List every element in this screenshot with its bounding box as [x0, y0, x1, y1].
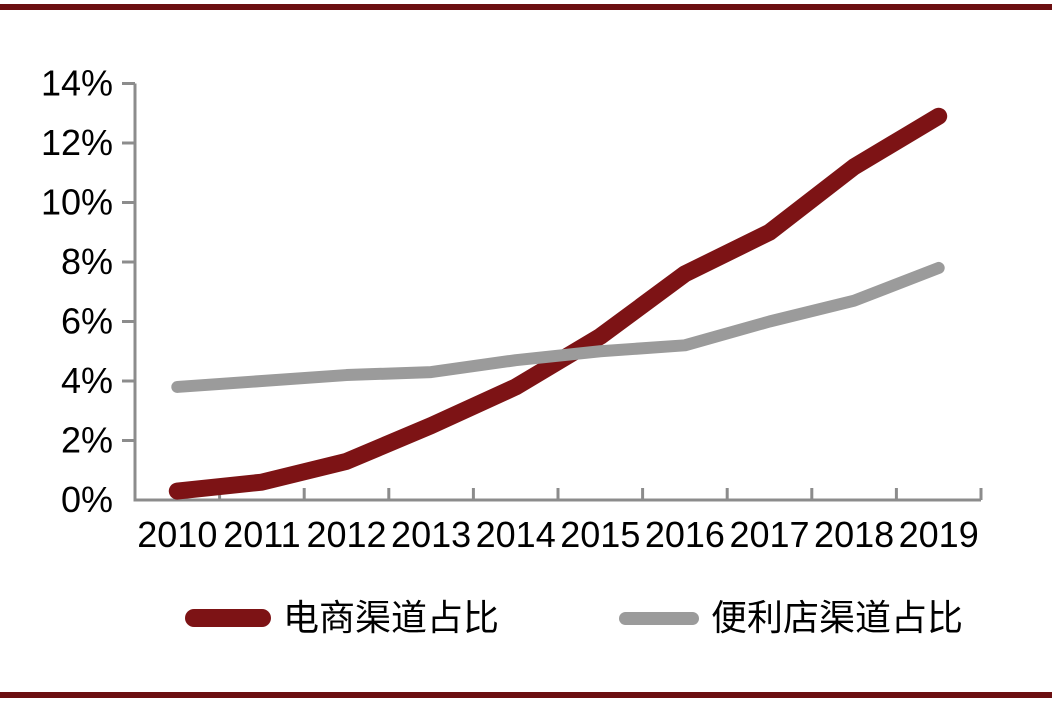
y-tick-label: 10% [41, 182, 113, 223]
chart-legend: 电商渠道占比 便利店渠道占比 [185, 594, 963, 642]
x-tick-label: 2016 [645, 514, 725, 555]
x-tick-label: 2010 [137, 514, 217, 555]
y-tick-label: 14% [41, 63, 113, 104]
x-tick-label: 2019 [899, 514, 979, 555]
x-tick-label: 2018 [814, 514, 894, 555]
x-tick-label: 2011 [223, 514, 300, 555]
x-tick-label: 2012 [306, 514, 386, 555]
x-tick-label: 2013 [391, 514, 471, 555]
series-line-1 [171, 261, 945, 393]
convenience-store-line-swatch [619, 611, 700, 625]
y-tick-label: 0% [61, 479, 113, 520]
legend-item-convenience-store: 便利店渠道占比 [619, 600, 963, 636]
y-tick-label: 6% [61, 301, 113, 342]
ecommerce-line-swatch [185, 609, 271, 627]
y-tick-label: 4% [61, 360, 113, 401]
legend-item-ecommerce: 电商渠道占比 [185, 600, 499, 636]
axis-lines [133, 83, 981, 502]
top-border-bar [0, 4, 1052, 10]
x-tick-label: 2017 [729, 514, 809, 555]
legend-label-convenience-store: 便利店渠道占比 [711, 597, 964, 638]
x-tick-label: 2014 [476, 514, 556, 555]
legend-label-ecommerce: 电商渠道占比 [283, 597, 500, 638]
x-tick-label: 2015 [560, 514, 640, 555]
bottom-border-bar [0, 692, 1052, 698]
y-tick-label: 2% [61, 420, 113, 461]
y-tick-label: 8% [61, 241, 113, 282]
y-tick-label: 12% [41, 122, 113, 163]
